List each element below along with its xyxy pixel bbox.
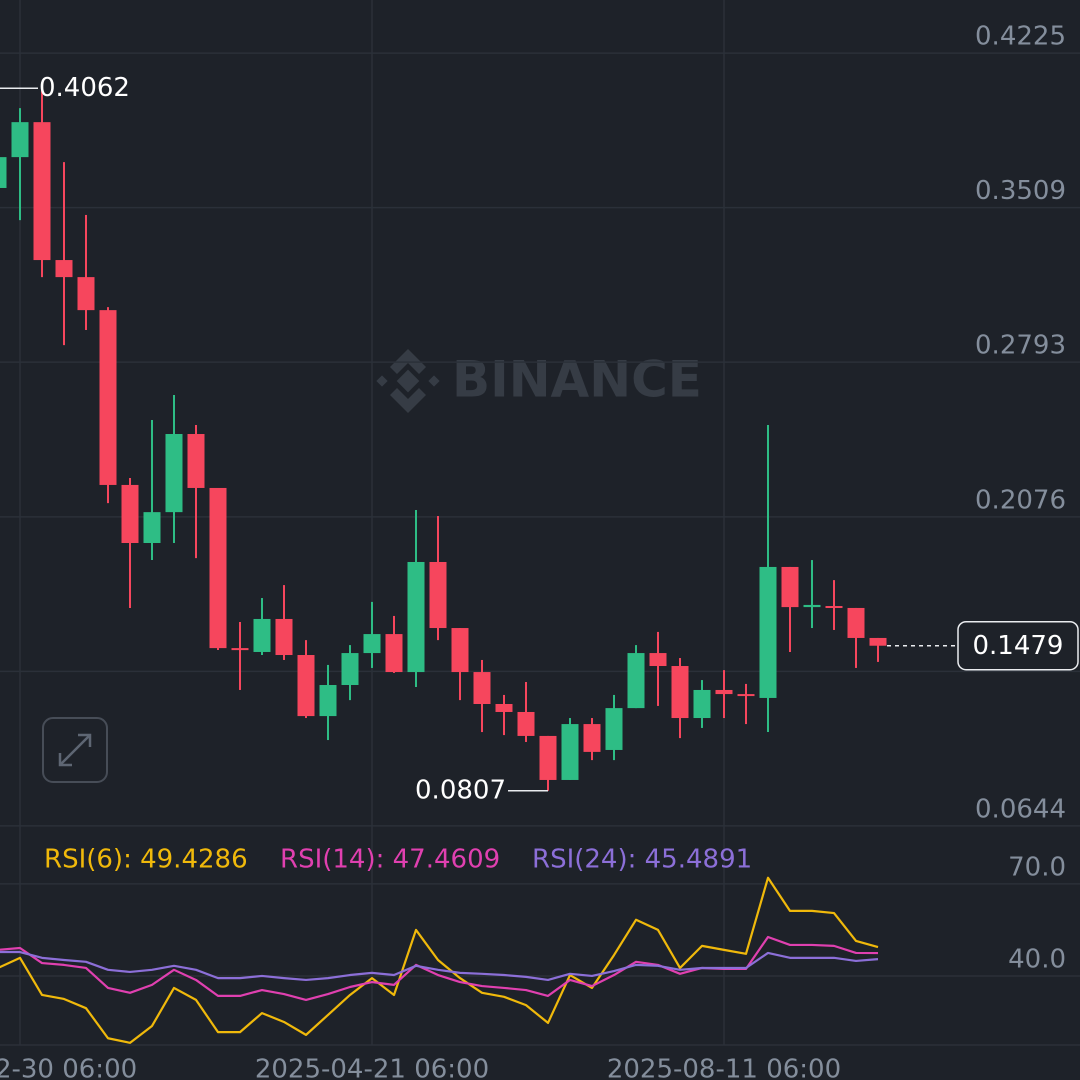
candle-body bbox=[759, 566, 777, 698]
y-tick-label: 70.0 bbox=[1008, 852, 1066, 882]
y-tick-label: 40.0 bbox=[1008, 944, 1066, 974]
candle-body bbox=[385, 634, 403, 673]
candle-body bbox=[319, 685, 337, 717]
x-tick-label: 2024-12-30 06:00 bbox=[0, 1055, 137, 1080]
candle-body bbox=[253, 618, 271, 652]
candle-body bbox=[165, 434, 183, 513]
candle-body bbox=[781, 566, 799, 608]
candle-body bbox=[363, 634, 381, 654]
candle-body bbox=[517, 711, 535, 736]
x-tick-label: 2025-08-11 06:00 bbox=[607, 1055, 841, 1080]
candle-body bbox=[627, 653, 645, 709]
expand-icon bbox=[58, 733, 92, 767]
candle-body bbox=[671, 666, 689, 719]
last-price-label: 0.1479 bbox=[973, 631, 1064, 661]
candle-body bbox=[297, 655, 315, 717]
y-tick-label: 0.3509 bbox=[975, 176, 1066, 206]
candle-body bbox=[495, 703, 513, 712]
candle-body bbox=[121, 484, 139, 543]
candle-body bbox=[473, 672, 491, 704]
candle-body bbox=[77, 277, 95, 311]
watermark-text: BINANCE bbox=[452, 351, 702, 409]
y-tick-label: 0.2793 bbox=[975, 331, 1066, 361]
candle-body bbox=[11, 122, 29, 158]
candle-body bbox=[231, 648, 249, 651]
candle-body bbox=[539, 735, 557, 780]
candle-body bbox=[187, 434, 205, 488]
candle-body bbox=[825, 606, 843, 609]
last-price-box bbox=[957, 620, 1079, 671]
candle-body bbox=[275, 618, 293, 656]
y-tick-label: 0.4225 bbox=[975, 22, 1066, 52]
y-tick-label: 0.0644 bbox=[975, 794, 1066, 824]
candles bbox=[0, 88, 887, 791]
candle-body bbox=[55, 260, 73, 278]
candle-body bbox=[847, 607, 865, 638]
legend-entry: RSI(24): 45.4891 bbox=[532, 845, 752, 875]
candle-body bbox=[737, 694, 755, 697]
candle-body bbox=[561, 724, 579, 780]
candle-body bbox=[33, 122, 51, 261]
rsi-line bbox=[0, 876, 879, 1044]
candle-body bbox=[341, 653, 359, 686]
candle-body bbox=[693, 689, 711, 719]
low-marker-label: 0.0807 bbox=[415, 775, 506, 805]
legend-entry: RSI(14): 47.4609 bbox=[280, 845, 500, 875]
legend-entry: RSI(6): 49.4286 bbox=[44, 845, 248, 875]
candle-body bbox=[803, 604, 821, 608]
candle-body bbox=[209, 487, 227, 649]
candle-body bbox=[429, 561, 447, 629]
candle-body bbox=[869, 637, 887, 646]
candle-body bbox=[715, 689, 733, 695]
candle-body bbox=[649, 653, 667, 667]
candle-body bbox=[143, 512, 161, 543]
candle-body bbox=[99, 310, 117, 485]
candle-body bbox=[407, 561, 425, 673]
high-marker-label: 0.4062 bbox=[39, 73, 130, 103]
x-tick-label: 2025-04-21 06:00 bbox=[255, 1055, 489, 1080]
y-tick-label: 0.2076 bbox=[975, 485, 1066, 515]
candle-body bbox=[451, 628, 469, 673]
candle-body bbox=[605, 708, 623, 750]
expand-frame[interactable] bbox=[42, 717, 108, 783]
expand-button[interactable] bbox=[42, 717, 108, 783]
labels: 0.42250.35090.27930.20760.13600.064470.0… bbox=[0, 22, 1079, 1080]
candle-body bbox=[0, 157, 7, 188]
candle-body bbox=[583, 724, 601, 752]
rsi-line bbox=[0, 950, 879, 982]
rsi-lines bbox=[0, 876, 879, 1044]
